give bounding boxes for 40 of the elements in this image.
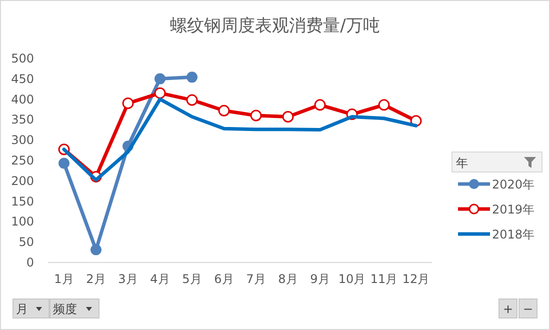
x-tick-label: 2月 bbox=[86, 272, 106, 286]
x-tick-label: 6月 bbox=[214, 272, 234, 286]
x-tick-label: 4月 bbox=[150, 272, 170, 286]
legend-title: 年 bbox=[456, 156, 468, 170]
y-tick-label: 200 bbox=[11, 174, 34, 188]
point bbox=[90, 244, 102, 256]
x-tick-label: 12月 bbox=[402, 272, 430, 286]
y-tick-label: 300 bbox=[11, 133, 34, 148]
point bbox=[154, 87, 166, 99]
chart-title: 螺纹钢周度表观消费量/万吨 bbox=[170, 16, 380, 36]
legend-label: 2020年 bbox=[492, 178, 535, 192]
x-tick-label: 9月 bbox=[310, 272, 330, 286]
legend-label: 2018年 bbox=[492, 228, 535, 242]
y-tick-label: 150 bbox=[11, 194, 34, 208]
y-tick-label: 500 bbox=[11, 52, 34, 66]
y-tick-label: 350 bbox=[11, 112, 34, 127]
point bbox=[218, 104, 230, 116]
point bbox=[250, 110, 262, 122]
point bbox=[58, 158, 70, 169]
x-tick-label: 10月 bbox=[338, 272, 366, 286]
point bbox=[314, 99, 326, 111]
x-tick-label: 7月 bbox=[246, 272, 266, 286]
y-tick-label: 450 bbox=[11, 72, 34, 86]
x-tick-label: 8月 bbox=[278, 272, 298, 286]
y-tick-label: 0 bbox=[26, 256, 34, 270]
y-tick-label: 400 bbox=[11, 92, 34, 106]
point bbox=[122, 98, 134, 110]
y-tick-label: 100 bbox=[11, 214, 34, 229]
y-tick-label: 50 bbox=[18, 235, 34, 250]
x-tick-label: 11月 bbox=[370, 272, 398, 286]
point bbox=[186, 94, 198, 106]
legend-label: 2019年 bbox=[492, 202, 535, 216]
x-tick-label: 3月 bbox=[118, 272, 138, 286]
x-tick-label: 1月 bbox=[54, 272, 74, 286]
y-tick-label: 250 bbox=[11, 154, 34, 168]
point bbox=[154, 73, 166, 84]
point bbox=[186, 72, 198, 83]
x-tick-label: 5月 bbox=[182, 272, 202, 286]
point bbox=[282, 111, 294, 122]
point bbox=[378, 99, 390, 111]
